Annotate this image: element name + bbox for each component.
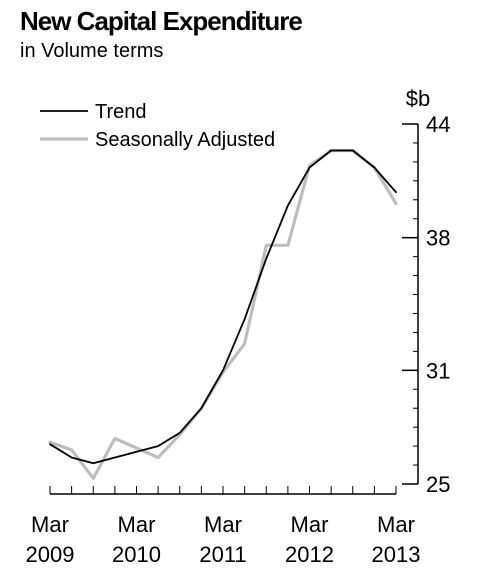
x-tick-label-year: 2012 [285,542,334,567]
y-tick-label: 38 [426,226,450,251]
series-line-trend [49,149,397,465]
series-line-seasonally-adjusted [48,148,398,480]
chart-title: New Capital Expenditure [20,6,303,36]
x-tick-label-year: 2013 [372,542,421,567]
y-tick-label: 25 [426,472,450,497]
x-tick-label-year: 2010 [112,542,161,567]
y-axis-unit: $b [406,86,430,111]
legend-label-seasonally-adjusted: Seasonally Adjusted [95,129,275,151]
x-tick-label-month: Mar [291,512,329,537]
x-tick-label-month: Mar [377,512,415,537]
x-tick-label-month: Mar [204,512,242,537]
x-tick-label-year: 2009 [26,542,75,567]
y-tick-label: 44 [426,112,450,137]
x-tick-label-month: Mar [118,512,156,537]
chart-subtitle: in Volume terms [20,40,164,62]
y-tick-label: 31 [426,358,450,383]
x-tick-label-month: Mar [31,512,69,537]
x-tick-label-year: 2011 [199,542,246,567]
legend-label-trend: Trend [95,101,147,123]
